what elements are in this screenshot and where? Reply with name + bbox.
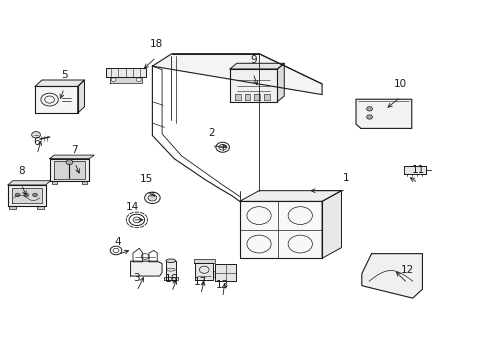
Text: 18: 18 bbox=[149, 39, 163, 49]
Text: 7: 7 bbox=[71, 145, 78, 155]
Polygon shape bbox=[361, 254, 422, 298]
Circle shape bbox=[32, 132, 41, 138]
Polygon shape bbox=[244, 94, 250, 100]
Polygon shape bbox=[51, 181, 57, 184]
Polygon shape bbox=[110, 77, 142, 83]
Polygon shape bbox=[165, 261, 175, 280]
Polygon shape bbox=[8, 181, 50, 185]
Text: 11: 11 bbox=[410, 165, 424, 175]
Polygon shape bbox=[35, 80, 84, 86]
Polygon shape bbox=[322, 191, 341, 258]
Polygon shape bbox=[215, 264, 235, 282]
Polygon shape bbox=[404, 166, 426, 174]
Polygon shape bbox=[254, 94, 260, 100]
Text: 13: 13 bbox=[216, 280, 229, 289]
Polygon shape bbox=[130, 261, 162, 276]
Polygon shape bbox=[229, 63, 284, 69]
Polygon shape bbox=[195, 263, 213, 280]
Circle shape bbox=[66, 160, 73, 165]
Text: 14: 14 bbox=[125, 202, 139, 212]
Polygon shape bbox=[8, 185, 45, 206]
Polygon shape bbox=[264, 94, 269, 100]
Circle shape bbox=[148, 195, 157, 201]
Circle shape bbox=[366, 115, 372, 119]
Text: 1: 1 bbox=[342, 173, 349, 183]
Circle shape bbox=[136, 78, 141, 81]
Text: 16: 16 bbox=[165, 274, 178, 284]
Polygon shape bbox=[163, 277, 177, 280]
Circle shape bbox=[15, 193, 20, 197]
Circle shape bbox=[111, 78, 116, 81]
Polygon shape bbox=[277, 63, 284, 102]
Text: 15: 15 bbox=[140, 174, 153, 184]
Text: 8: 8 bbox=[18, 166, 25, 176]
Text: 4: 4 bbox=[114, 237, 121, 247]
Polygon shape bbox=[35, 86, 78, 113]
Polygon shape bbox=[234, 94, 240, 100]
Text: 6: 6 bbox=[34, 136, 40, 147]
Polygon shape bbox=[239, 191, 341, 201]
Polygon shape bbox=[49, 155, 94, 159]
Polygon shape bbox=[54, 162, 84, 179]
Polygon shape bbox=[81, 181, 87, 184]
Polygon shape bbox=[229, 69, 277, 102]
Circle shape bbox=[366, 107, 372, 111]
Text: 12: 12 bbox=[400, 265, 413, 275]
Ellipse shape bbox=[165, 259, 175, 262]
Polygon shape bbox=[212, 271, 215, 277]
Polygon shape bbox=[12, 188, 42, 203]
Text: 3: 3 bbox=[133, 273, 140, 283]
Polygon shape bbox=[106, 68, 146, 77]
Polygon shape bbox=[78, 80, 84, 113]
Circle shape bbox=[24, 193, 29, 197]
Polygon shape bbox=[355, 99, 411, 129]
Text: 2: 2 bbox=[208, 129, 214, 138]
Text: 9: 9 bbox=[249, 55, 256, 66]
Text: 5: 5 bbox=[61, 70, 67, 80]
Text: 17: 17 bbox=[194, 277, 207, 287]
Polygon shape bbox=[9, 206, 16, 209]
Text: 10: 10 bbox=[393, 79, 407, 89]
Polygon shape bbox=[193, 259, 215, 263]
Circle shape bbox=[33, 193, 38, 197]
Polygon shape bbox=[49, 159, 89, 181]
Polygon shape bbox=[239, 201, 322, 258]
Polygon shape bbox=[152, 54, 322, 95]
Polygon shape bbox=[38, 206, 44, 209]
